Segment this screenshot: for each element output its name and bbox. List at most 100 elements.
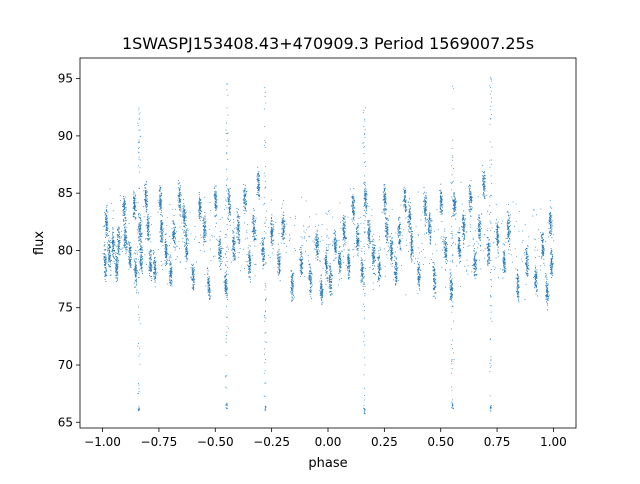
data-point [368,227,370,229]
data-point [383,189,385,190]
data-point [347,270,349,272]
data-point [128,258,130,260]
data-point [238,225,239,227]
data-point [397,228,398,230]
data-point [325,257,327,258]
data-point [292,283,294,285]
data-point [387,232,389,234]
data-point [333,259,335,261]
data-point [135,249,137,251]
data-point [151,254,152,256]
data-point [384,201,386,203]
data-point [418,268,420,270]
data-point [379,269,381,271]
data-point [319,280,321,282]
data-point [263,258,265,260]
data-point [363,205,365,207]
data-point [153,257,155,259]
data-point [280,270,282,272]
data-point [237,226,239,228]
data-point [125,232,127,233]
data-point [232,241,234,243]
data-point [300,271,302,273]
data-point [309,275,311,277]
data-point [124,199,126,201]
data-point [227,293,229,295]
data-point [408,212,410,214]
data-point [129,247,131,249]
data-point [254,221,256,223]
data-point [405,190,406,191]
data-point [344,227,346,229]
data-point [408,226,410,227]
data-point [140,244,142,246]
data-point [154,275,156,277]
data-point [249,259,251,260]
data-point [417,272,419,274]
chart-title: 1SWASPJ153408.43+470909.3 Period 1569007… [122,34,534,53]
data-point [170,282,172,284]
data-point [343,233,345,235]
data-point [379,263,381,265]
data-point [417,261,418,263]
data-point [390,258,392,260]
data-point [125,217,127,218]
data-point [399,242,401,244]
data-point [372,263,374,264]
data-point [374,256,376,258]
data-point [342,220,344,222]
data-point [207,278,209,279]
data-point [400,247,401,249]
data-point [387,227,389,229]
data-point [103,264,105,266]
data-point [262,256,264,258]
data-point [301,263,303,265]
data-point [148,226,150,228]
data-point [203,230,205,232]
data-point [202,220,204,222]
data-point [283,221,284,222]
data-point [109,256,110,257]
data-point [192,286,194,288]
data-point [124,214,126,216]
data-point [218,265,220,267]
data-point [144,201,146,203]
data-point [362,267,364,268]
data-point [278,268,280,270]
data-point [160,239,162,241]
data-point [372,256,374,258]
point-cluster [223,264,229,300]
data-point [144,192,146,194]
data-point [147,227,149,229]
data-point [106,233,108,235]
data-point [321,299,323,301]
data-point [255,239,257,241]
data-point [178,182,180,184]
data-point [184,209,186,211]
data-point [412,248,414,250]
data-point [173,224,175,226]
data-point [124,212,126,214]
data-point [244,201,246,203]
data-point [246,203,248,204]
data-point [133,206,135,208]
data-point [235,227,237,228]
data-point [160,198,162,200]
data-point [398,242,399,244]
data-point [186,234,188,236]
data-point [117,230,119,231]
data-point [135,271,137,273]
data-point [356,242,358,243]
data-point [186,246,187,248]
point-cluster [102,245,108,282]
data-point [379,264,381,266]
data-point [411,247,412,249]
data-point [166,256,168,258]
data-point [423,201,425,202]
data-point [356,239,358,241]
data-point [124,217,126,219]
data-point [277,251,278,253]
data-point [405,206,407,208]
data-point [107,211,109,213]
data-point [228,201,230,203]
